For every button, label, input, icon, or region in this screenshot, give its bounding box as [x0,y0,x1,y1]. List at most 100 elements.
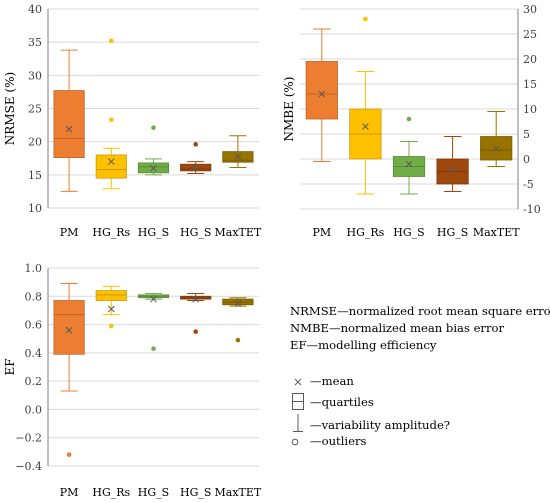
y-axis-label: NRMSE (%) [3,72,17,145]
box-1 [95,285,127,329]
y-tick-label: 30 [28,69,42,82]
category-label: MaxTET [473,226,520,239]
y-tick-label: 20 [28,136,42,149]
mean-marker [107,158,115,165]
legend-mean-label: —mean [310,374,354,388]
quartile-box [95,290,127,301]
legend-quartiles-label: —quartiles [310,395,374,409]
category-label: MaxTET [215,486,262,499]
category-label: HG_Rs [346,226,384,239]
box-0 [305,28,338,162]
outlier-point [235,337,241,343]
y-axis-label: NMBE (%) [282,77,296,142]
box-2 [392,116,426,195]
category-label: HG_Rs [92,486,130,499]
category-label: MaxTET [215,226,262,239]
mean-marker [150,295,157,303]
category-label: PM [312,226,331,239]
box-4 [480,111,513,167]
quartile-box [53,300,85,355]
y-tick-label: −0.2 [15,432,42,445]
box-3 [180,142,212,175]
y-tick-label: 0.6 [25,319,43,332]
mean-marker [107,305,115,313]
mean-marker [192,164,200,172]
category-label: PM [60,486,79,499]
mean-marker [234,152,242,160]
y-tick-label: 0.4 [25,347,43,360]
y-tick-label: 10 [28,202,42,215]
mean-marker [192,295,200,303]
y-tick-label: 35 [28,36,42,49]
chart-ef: −0.4 −0.2 0.0 0.2 0.4 0.6 0.8 1.0 EF PM HG_Rs HG_S H… [3,262,262,499]
quartile-box-icon [292,393,304,410]
category-label: HG_S [180,486,211,499]
mean-marker [150,164,157,172]
outlier-point [193,329,198,334]
category-label: HG_S [138,486,169,499]
y-tick-label: 40 [28,3,42,16]
note-nmbe: NMBE—normalized mean bias error [290,321,505,335]
box-0 [53,49,85,192]
mean-marker [65,326,73,334]
y-tick-label: 0.2 [25,375,43,388]
y-tick-label: -10 [523,203,541,216]
y-tick-label: -5 [523,178,534,191]
category-label: HG_S [180,226,211,239]
chart-nmbe: -10 -5 0 5 10 15 20 25 30 NMBE (%) PM HG_Rs HG_S HG_S… [282,3,541,239]
outlier-point [109,38,114,44]
outlier-point [406,116,412,122]
y-tick-label: 25 [28,103,42,116]
y-tick-label: 10 [523,103,537,116]
box-0 [53,283,85,457]
quartile-box [480,136,513,161]
outlier-point [109,323,114,329]
category-label: HG_Rs [92,226,130,239]
outlier-point [151,125,156,131]
box-4 [222,297,254,343]
box-2 [137,292,170,351]
y-tick-label: 0.8 [25,290,43,303]
box-3 [180,292,212,334]
outlier-point [151,346,156,351]
legend-outliers-label: —outliers [310,434,367,448]
box-1 [349,16,382,195]
y-tick-label: 1.0 [25,262,43,275]
legend-variability-label: —variability amplitude? [310,418,451,432]
mean-marker [362,123,369,130]
box-4 [222,135,254,169]
quartile-box [305,61,338,120]
y-axis-label: EF [3,358,17,375]
y-tick-label: 5 [523,128,530,141]
category-label: PM [60,226,79,239]
whisker-icon [293,414,303,432]
mean-marker [405,160,413,168]
abbreviation-notes: NRMSE—normalized root mean square error … [290,303,550,354]
outlier-point [66,452,72,457]
mean-cross-icon [294,378,302,386]
outlier-point [363,16,368,22]
outlier-point [193,142,198,147]
outlier-point [109,117,114,123]
mean-marker [449,165,456,173]
y-tick-label: 30 [523,3,537,16]
y-tick-label: 20 [523,53,537,66]
y-tick-label: 15 [28,169,42,182]
category-label: HG_S [393,226,424,239]
y-tick-label: −0.4 [15,460,42,473]
outlier-dot-icon [291,438,299,446]
y-tick-label: 0.0 [25,403,43,416]
quartile-box [95,154,127,179]
category-label: HG_S [437,226,468,239]
mean-marker [492,145,500,153]
box-3 [436,136,469,192]
quartile-box [53,90,85,158]
mean-marker [234,300,242,307]
y-tick-label: 0 [523,153,530,166]
note-ef: EF—modelling efficiency [290,338,437,352]
y-tick-label: 25 [523,28,537,41]
y-tick-label: 15 [523,78,537,91]
chart-nrmse: 10 15 20 25 30 35 40 NRMSE (%) PM HG_Rs HG_S HG_S Ma… [3,3,262,239]
mean-marker [65,125,73,133]
